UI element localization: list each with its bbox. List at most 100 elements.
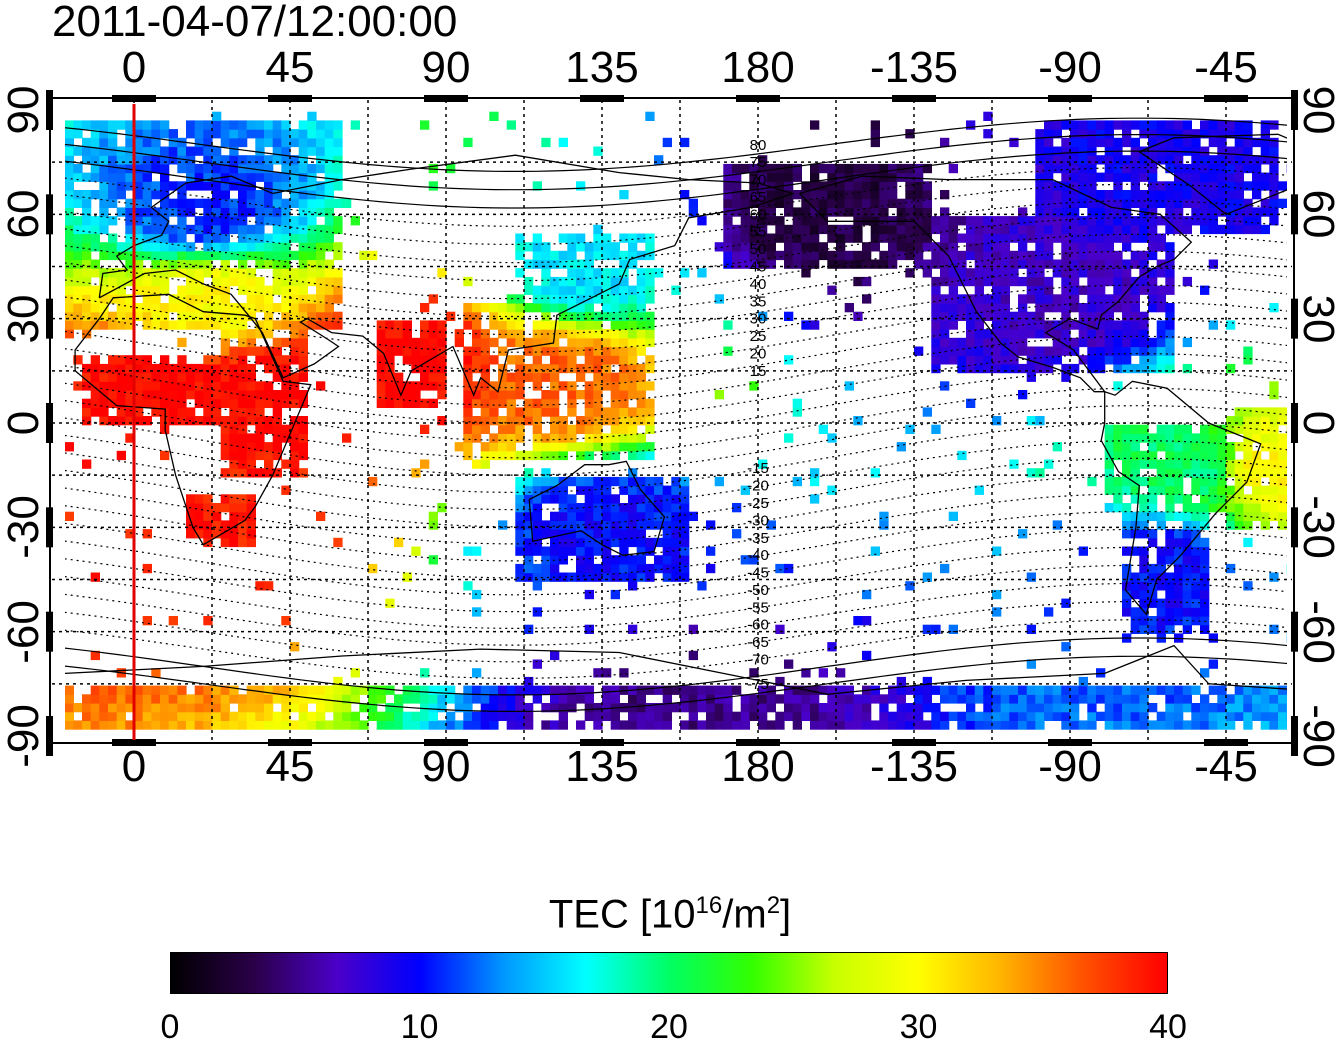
tec-cell (203, 372, 213, 382)
tec-cell (558, 546, 568, 556)
tec-cell (272, 129, 282, 139)
tec-cell (264, 129, 274, 139)
tec-cell (1035, 242, 1045, 252)
tec-cell (142, 563, 152, 574)
contour-label: -35 (747, 530, 769, 547)
tec-cell (680, 546, 690, 556)
tec-cell (220, 276, 230, 287)
tec-cell (125, 233, 135, 243)
tec-cell (610, 711, 620, 721)
tec-cell (1304, 477, 1313, 486)
tec-cell (515, 242, 525, 252)
tec-cell (914, 242, 924, 252)
tec-cell (142, 137, 152, 148)
tec-cell (376, 355, 386, 365)
tec-cell (1243, 198, 1253, 208)
tec-cell (619, 416, 629, 426)
tec-cell (168, 268, 178, 278)
tec-cell (957, 694, 967, 704)
tec-cell (671, 476, 681, 487)
tec-cell (541, 407, 551, 417)
tec-cell (1130, 476, 1140, 487)
tec-cell (420, 320, 430, 330)
tec-cell (1130, 433, 1140, 443)
tec-cell (515, 381, 525, 391)
tec-cell (766, 720, 776, 730)
tec-cell (324, 233, 334, 243)
tec-cell (151, 242, 161, 252)
tec-cell (966, 694, 976, 704)
tec-cell (966, 711, 976, 721)
tec-cell (524, 363, 534, 374)
tec-cell (662, 485, 672, 495)
tec-cell (212, 155, 222, 165)
tec-cell (1165, 581, 1175, 591)
tec-cell (1156, 607, 1166, 617)
tec-cell (307, 111, 317, 121)
tec-cell (1286, 163, 1287, 174)
tec-cell (1087, 476, 1097, 487)
tec-cell (307, 320, 317, 330)
tec-cell (420, 372, 430, 382)
tec-cell (125, 398, 135, 408)
tec-cell (255, 294, 265, 304)
tec-cell (896, 224, 906, 235)
tec-cell (1269, 442, 1279, 452)
tec-cell (1052, 268, 1062, 278)
tec-cell (480, 407, 490, 417)
tec-cell (272, 198, 282, 208)
tec-cell (385, 703, 395, 713)
tec-cell (1165, 216, 1175, 226)
tec-cell (992, 329, 1002, 339)
tec-cell (532, 398, 542, 408)
tec-cell (194, 372, 204, 382)
tec-cell (281, 181, 291, 191)
tec-cell (73, 190, 83, 200)
tec-cell (992, 711, 1002, 721)
tec-cell (1122, 207, 1132, 217)
tec-cell (1260, 198, 1270, 208)
tec-cell (619, 537, 629, 548)
tec-cell (1113, 685, 1123, 695)
tec-cell (948, 320, 958, 330)
tec-cell (402, 711, 412, 721)
tec-cell (1052, 329, 1062, 339)
tec-cell (316, 207, 326, 217)
tec-cell (472, 546, 482, 556)
tec-cell (290, 433, 300, 443)
tec-cell (194, 259, 204, 269)
tec-cell (645, 476, 655, 487)
tec-cell (298, 198, 308, 208)
tec-cell (1200, 450, 1210, 461)
frame-tick-left (46, 403, 53, 443)
tec-cell (1182, 276, 1192, 287)
tec-cell (160, 172, 170, 182)
tec-cell (914, 163, 924, 174)
tec-cell (524, 720, 534, 730)
tec-cell (1035, 250, 1045, 261)
tec-cell (151, 224, 161, 235)
tec-cell (298, 285, 308, 295)
tec-cell (290, 694, 300, 704)
tec-cell (1096, 276, 1106, 287)
tec-cell (550, 546, 560, 556)
tec-cell (73, 720, 83, 730)
tec-cell (1200, 668, 1210, 678)
tec-cell (99, 198, 109, 208)
tec-cell (1156, 720, 1166, 730)
tec-cell (238, 172, 248, 182)
tec-cell (1174, 216, 1184, 226)
tec-cell (160, 155, 170, 165)
tec-cell (1191, 433, 1201, 443)
tec-cell (524, 676, 534, 687)
tec-cell (238, 198, 248, 208)
tec-cell (246, 250, 256, 261)
tec-cell (1234, 459, 1244, 469)
tec-cell (116, 181, 126, 191)
tec-cell (584, 381, 594, 391)
magnetic-latitude-contour (65, 250, 1287, 318)
tec-cell (1295, 486, 1304, 495)
tec-cell (90, 372, 100, 382)
tec-cell (1260, 172, 1270, 182)
tec-cell (922, 720, 932, 730)
